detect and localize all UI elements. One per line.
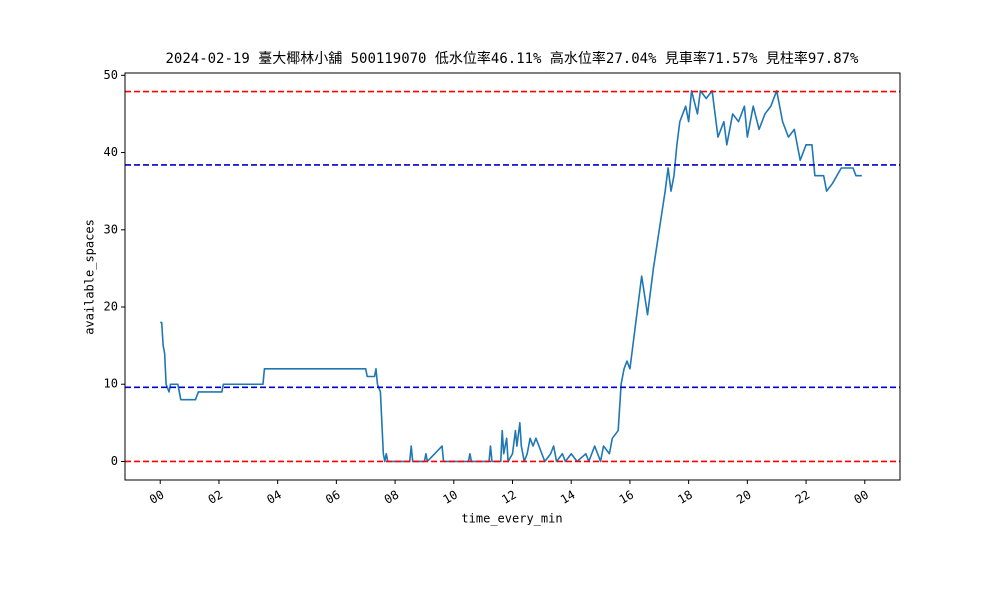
x-tick-label: 18 <box>675 488 695 507</box>
x-tick-label: 22 <box>793 488 813 507</box>
x-tick-label: 12 <box>499 488 519 507</box>
y-tick-label: 40 <box>104 145 118 159</box>
y-tick-label: 50 <box>104 68 118 82</box>
y-tick-label: 10 <box>104 377 118 391</box>
y-tick-label: 20 <box>104 300 118 314</box>
x-tick-label: 02 <box>206 488 226 507</box>
x-axis-label: time_every_min <box>461 512 562 526</box>
x-tick-label: 06 <box>323 488 343 507</box>
x-tick-label: 00 <box>852 488 872 507</box>
y-axis-label: available_spaces <box>83 219 97 335</box>
x-tick-label: 10 <box>441 488 461 507</box>
data-line <box>160 89 862 463</box>
x-tick-label: 00 <box>147 488 167 507</box>
y-tick-label: 0 <box>111 454 118 468</box>
y-tick-label: 30 <box>104 222 118 236</box>
x-tick-label: 20 <box>734 488 754 507</box>
x-tick-label: 16 <box>617 488 637 507</box>
x-tick-label: 08 <box>382 488 402 507</box>
chart-title: 2024-02-19 臺大椰林小舖 500119070 低水位率46.11% 高… <box>165 50 859 67</box>
axes-frame <box>124 72 901 481</box>
x-tick-label: 04 <box>264 488 284 507</box>
x-tick-label: 14 <box>558 488 578 507</box>
plot-area: 0 10 20 30 40 50 00 02 04 06 08 10 12 14 16 18 20 22 00 <box>104 68 900 507</box>
